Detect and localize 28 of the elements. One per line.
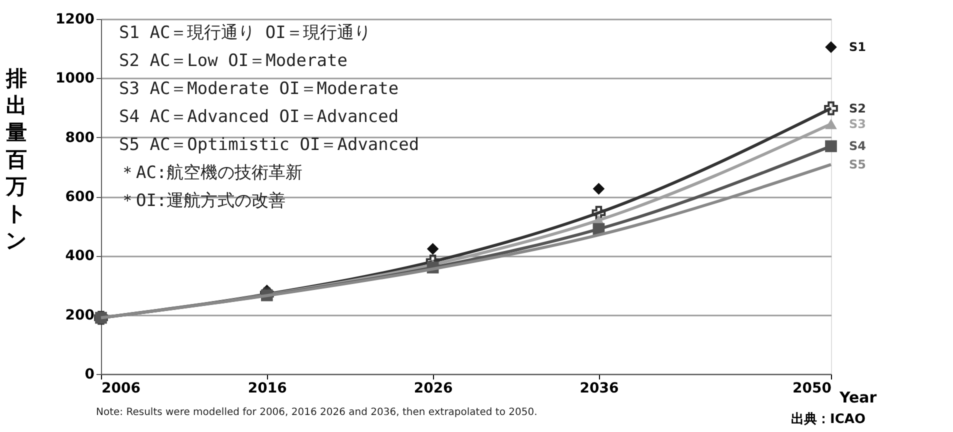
y-tick-label: 800 xyxy=(65,130,95,146)
annotation: S1 AC＝現行通り OI＝現行通り xyxy=(119,23,371,43)
x-tick-label: 2006 xyxy=(102,380,140,396)
series-label: S1 xyxy=(849,40,866,54)
series-label: S2 xyxy=(849,101,866,116)
source-note: 出典：ICAO xyxy=(791,412,866,427)
annotation: S5 AC＝Optimistic OI＝Advanced xyxy=(119,135,420,155)
annotation: ＊OI:運航方式の改善 xyxy=(119,191,286,211)
y-tick-label: 200 xyxy=(65,307,95,324)
annotation: ＊AC:航空機の技術革新 xyxy=(119,163,303,183)
y-tick-label: 600 xyxy=(65,189,95,205)
series-label: S5 xyxy=(849,158,866,172)
text: Note: Results were modelled for 2006, 2016 2026 and 2036, then extrapolated to 2050. xyxy=(96,407,538,418)
annotation: S3 AC＝Moderate OI＝Moderate xyxy=(119,79,399,99)
y-tick-label: 1000 xyxy=(56,70,95,87)
x-axis-title: Year xyxy=(838,388,878,406)
annotation: S4 AC＝Advanced OI＝Advanced xyxy=(119,107,399,127)
series-label: S3 xyxy=(849,117,866,132)
x-tick-label: 2016 xyxy=(248,380,287,396)
x-tick-label: 2026 xyxy=(414,380,453,396)
y-tick-label: 1200 xyxy=(56,12,95,28)
series-label: S4 xyxy=(849,139,866,154)
x-tick-label: 2036 xyxy=(580,380,619,396)
annotation: S2 AC＝Low OI＝Moderate xyxy=(119,51,348,71)
x-tick-label: 2050 xyxy=(792,380,832,396)
y-tick-label: 400 xyxy=(65,248,95,264)
y-tick-label: 0 xyxy=(84,366,95,382)
y-axis-title: 排出量百万トン xyxy=(5,66,28,252)
